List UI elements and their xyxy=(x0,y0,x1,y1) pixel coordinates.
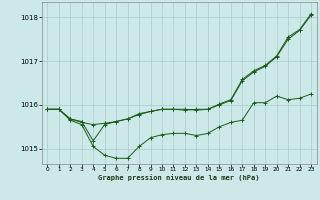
X-axis label: Graphe pression niveau de la mer (hPa): Graphe pression niveau de la mer (hPa) xyxy=(99,174,260,181)
